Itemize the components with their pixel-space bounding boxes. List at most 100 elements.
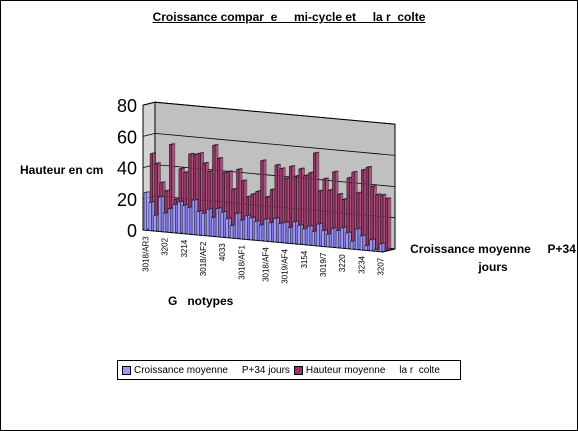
chart-legend: Croissance moyenne P+34 jours Hauteur mo… xyxy=(117,360,461,380)
bar-croissance-46 xyxy=(364,245,368,251)
x-tick-label: 3214 xyxy=(180,239,189,257)
x-tick-label: 3018/AF4 xyxy=(261,247,270,282)
bar-croissance-18 xyxy=(230,225,234,239)
y-tick-label: 20 xyxy=(117,190,137,210)
bar-croissance-14 xyxy=(211,217,215,237)
legend-label-croissance: Croissance moyenne P+34 jours xyxy=(134,364,290,376)
bar-croissance-32-top xyxy=(297,224,304,226)
bar-croissance-0 xyxy=(143,192,147,231)
x-tick-label: 3019/AF4 xyxy=(281,248,290,283)
x-axis-label: G notypes xyxy=(168,294,234,308)
bar-croissance-2 xyxy=(153,215,157,232)
bar-croissance-20 xyxy=(239,219,243,240)
bar-hauteur-47-top xyxy=(375,193,382,195)
legend-item-croissance: Croissance moyenne P+34 jours xyxy=(122,365,290,376)
bar-hauteur-23-top xyxy=(260,159,267,161)
bar-hauteur-14-top xyxy=(217,157,223,159)
bar-croissance-47 xyxy=(369,239,373,251)
bar-hauteur-10-top xyxy=(198,152,204,154)
bar-croissance-5 xyxy=(167,208,171,233)
bar-hauteur-2-top xyxy=(159,181,166,183)
bar-croissance-30 xyxy=(287,227,291,244)
bar-croissance-8 xyxy=(182,205,186,234)
bar-croissance-17-top xyxy=(225,217,232,220)
bar-croissance-41-top xyxy=(340,226,347,229)
bar-hauteur-11-top xyxy=(202,162,209,164)
bar-croissance-34 xyxy=(307,226,311,246)
bar-croissance-7 xyxy=(177,201,181,234)
bar-croissance-32 xyxy=(297,225,301,245)
bar-hauteur-19-top xyxy=(241,179,247,181)
bar-hauteur-49-side xyxy=(387,197,392,251)
bar-croissance-10-top xyxy=(192,198,198,201)
x-tick-label: 3234 xyxy=(357,255,366,273)
bar-croissance-49-top xyxy=(379,242,385,245)
bar-hauteur-46-top xyxy=(370,185,377,187)
x-tick-label: 3207 xyxy=(377,257,386,275)
bar-hauteur-38-top xyxy=(332,170,339,173)
bar-hauteur-39-top xyxy=(337,193,343,195)
bar-croissance-23-top xyxy=(254,220,261,222)
bar-croissance-12 xyxy=(201,213,205,236)
bar-croissance-21-top xyxy=(244,214,251,217)
y-tick-label: 0 xyxy=(127,221,137,241)
bar-hauteur-0-top xyxy=(150,152,156,154)
bar-hauteur-45-top xyxy=(366,166,372,168)
bar-croissance-28 xyxy=(278,223,282,243)
bar-croissance-15-top xyxy=(216,207,222,209)
bar-croissance-25-top xyxy=(264,218,270,220)
bar-croissance-10 xyxy=(191,199,195,235)
x-tick-label: 3018/AF1 xyxy=(237,244,246,279)
bar-croissance-17 xyxy=(225,218,229,238)
bar-croissance-34-top xyxy=(307,225,313,227)
bar-hauteur-49 xyxy=(385,198,389,251)
bar-croissance-4 xyxy=(163,212,167,233)
bar-croissance-19 xyxy=(235,213,239,239)
bar-croissance-21 xyxy=(244,215,248,240)
x-tick-label: 3018/AR3 xyxy=(141,236,150,272)
bar-hauteur-34-top xyxy=(313,151,319,154)
y-tick-label: 40 xyxy=(117,159,137,179)
x-tick-label: 3018/AF2 xyxy=(199,241,208,276)
bar-croissance-24 xyxy=(259,224,263,241)
bar-hauteur-31-top xyxy=(298,167,305,170)
bar-croissance-37-top xyxy=(321,229,328,231)
y-tick-label: 60 xyxy=(117,127,137,147)
bar-croissance-41 xyxy=(340,227,344,249)
bar-croissance-7-top xyxy=(177,200,184,203)
y-tick-label: 80 xyxy=(117,96,137,116)
bar-croissance-19-top xyxy=(235,212,241,214)
bar-croissance-29-top xyxy=(283,221,289,223)
x-tick-label: 4033 xyxy=(218,243,227,261)
bar-croissance-36-top xyxy=(316,222,323,225)
bar-croissance-33 xyxy=(302,228,306,245)
bar-hauteur-47 xyxy=(375,194,379,250)
bar-hauteur-42 xyxy=(351,171,355,248)
bar-croissance-31-top xyxy=(292,220,299,223)
bar-hauteur-26-top xyxy=(274,163,281,166)
bar-hauteur-29-top xyxy=(289,165,295,167)
bar-croissance-15 xyxy=(215,208,219,237)
bar-croissance-37 xyxy=(321,230,325,247)
bar-croissance-40 xyxy=(335,230,339,248)
bar-croissance-13-top xyxy=(206,208,213,210)
bar-croissance-36 xyxy=(316,223,320,247)
bar-croissance-31 xyxy=(292,221,296,244)
bar-hauteur-48 xyxy=(380,194,384,250)
bar-croissance-47-side xyxy=(372,238,376,252)
bar-croissance-44 xyxy=(355,228,359,250)
gridline-side-80 xyxy=(142,101,156,106)
bar-hauteur-27-top xyxy=(279,167,286,169)
bar-hauteur-13-top xyxy=(212,144,219,146)
bar-croissance-6 xyxy=(172,204,176,233)
bar-hauteur-8-top xyxy=(188,152,195,155)
x-tick-label: 3202 xyxy=(161,237,170,255)
bar-croissance-45 xyxy=(359,235,363,251)
bar-hauteur-4-top xyxy=(169,143,175,145)
bar-croissance-16-top xyxy=(220,210,227,213)
bar-croissance-23 xyxy=(254,221,258,241)
legend-swatch-croissance xyxy=(122,365,131,375)
bar-croissance-22 xyxy=(249,217,253,240)
x-tick-label: 3154 xyxy=(300,250,309,268)
bar-croissance-1 xyxy=(148,202,152,231)
